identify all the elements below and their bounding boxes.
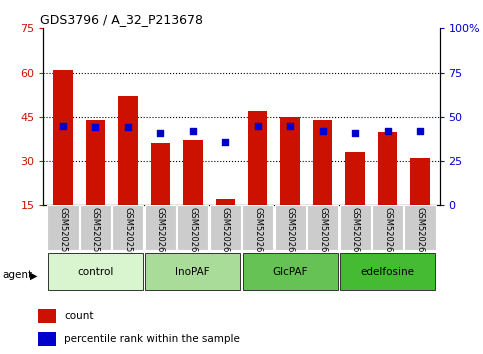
FancyBboxPatch shape xyxy=(145,253,240,290)
FancyBboxPatch shape xyxy=(177,205,208,250)
Bar xyxy=(38,332,56,346)
Text: GDS3796 / A_32_P213678: GDS3796 / A_32_P213678 xyxy=(40,13,202,26)
Point xyxy=(351,130,359,136)
Text: GSM520261: GSM520261 xyxy=(188,207,197,258)
Bar xyxy=(411,158,430,205)
Text: GlcPAF: GlcPAF xyxy=(272,267,308,277)
FancyBboxPatch shape xyxy=(275,205,306,250)
FancyBboxPatch shape xyxy=(340,253,435,290)
Bar xyxy=(215,199,235,205)
Bar xyxy=(248,111,268,205)
Text: GSM520258: GSM520258 xyxy=(91,207,100,258)
Bar xyxy=(281,117,300,205)
Point xyxy=(221,139,229,144)
FancyBboxPatch shape xyxy=(307,205,338,250)
Text: InoPAF: InoPAF xyxy=(175,267,210,277)
FancyBboxPatch shape xyxy=(340,205,371,250)
Text: GSM520265: GSM520265 xyxy=(318,207,327,258)
Point xyxy=(254,123,262,129)
Text: GSM520264: GSM520264 xyxy=(286,207,295,258)
Text: GSM520268: GSM520268 xyxy=(415,207,425,258)
Text: percentile rank within the sample: percentile rank within the sample xyxy=(64,334,240,344)
Point xyxy=(319,128,327,134)
Text: GSM520266: GSM520266 xyxy=(351,207,360,258)
FancyBboxPatch shape xyxy=(242,205,273,250)
Bar xyxy=(151,143,170,205)
Text: control: control xyxy=(77,267,114,277)
Bar xyxy=(85,120,105,205)
Text: edelfosine: edelfosine xyxy=(361,267,414,277)
FancyBboxPatch shape xyxy=(372,205,403,250)
Bar xyxy=(53,70,72,205)
Bar xyxy=(345,152,365,205)
Bar xyxy=(313,120,332,205)
FancyBboxPatch shape xyxy=(47,205,79,250)
FancyBboxPatch shape xyxy=(80,205,111,250)
FancyBboxPatch shape xyxy=(48,253,143,290)
Text: ▶: ▶ xyxy=(30,270,38,280)
Point xyxy=(59,123,67,129)
Text: GSM520267: GSM520267 xyxy=(383,207,392,258)
Point xyxy=(189,128,197,134)
Bar xyxy=(38,309,56,323)
Point xyxy=(92,125,99,130)
FancyBboxPatch shape xyxy=(112,205,143,250)
Bar xyxy=(378,132,398,205)
Text: GSM520257: GSM520257 xyxy=(58,207,68,258)
Point xyxy=(124,125,132,130)
FancyBboxPatch shape xyxy=(243,253,338,290)
Bar xyxy=(183,141,202,205)
Text: GSM520260: GSM520260 xyxy=(156,207,165,258)
Point xyxy=(156,130,164,136)
Text: GSM520259: GSM520259 xyxy=(123,207,132,258)
Point xyxy=(416,128,424,134)
Point xyxy=(384,128,391,134)
FancyBboxPatch shape xyxy=(210,205,241,250)
Text: count: count xyxy=(64,311,94,321)
FancyBboxPatch shape xyxy=(145,205,176,250)
Text: agent: agent xyxy=(2,270,32,280)
Point xyxy=(286,123,294,129)
Text: GSM520263: GSM520263 xyxy=(253,207,262,258)
Bar xyxy=(118,96,138,205)
Text: GSM520262: GSM520262 xyxy=(221,207,230,258)
FancyBboxPatch shape xyxy=(404,205,436,250)
